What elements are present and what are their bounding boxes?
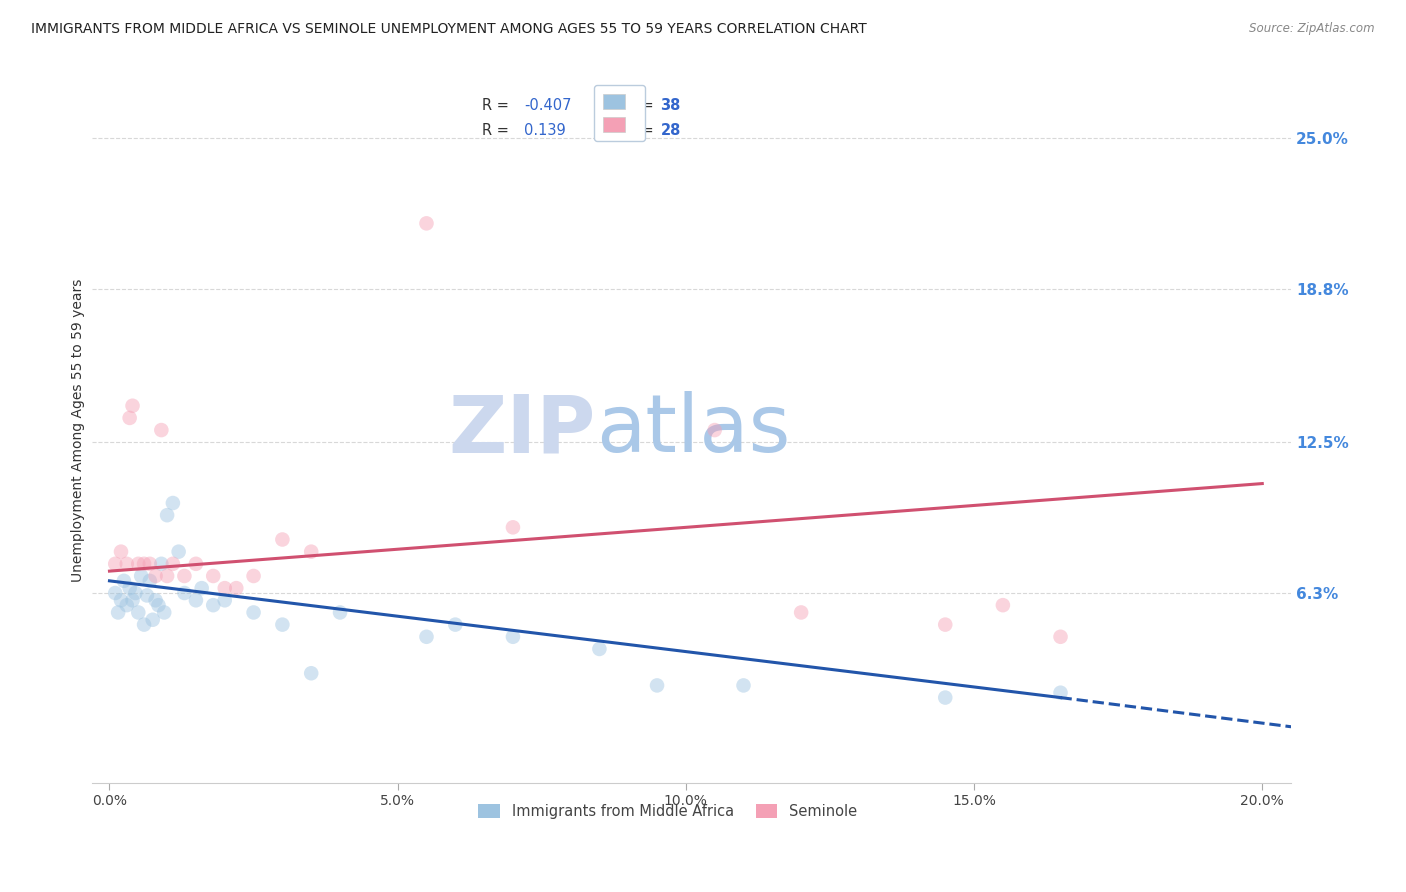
Text: 38: 38 (661, 98, 681, 113)
Point (139, 574, 162, 588)
Point (112, 574, 135, 588)
Text: 28: 28 (661, 123, 681, 138)
Legend: Immigrants from Middle Africa, Seminole: Immigrants from Middle Africa, Seminole (472, 797, 863, 825)
Point (142, 613, 165, 627)
Point (107, 606, 129, 620)
Point (202, 569, 225, 583)
Point (934, 617, 956, 632)
Point (299, 666, 322, 681)
Point (299, 544, 322, 558)
Point (242, 569, 264, 583)
Point (118, 411, 141, 425)
Point (156, 569, 179, 583)
Point (162, 496, 184, 510)
Point (588, 642, 610, 657)
Point (733, 678, 755, 692)
Point (145, 569, 167, 583)
Point (110, 544, 132, 558)
Point (415, 216, 437, 230)
Point (150, 557, 173, 571)
Point (110, 593, 132, 607)
Point (173, 569, 195, 583)
Point (104, 557, 127, 571)
Point (136, 589, 159, 603)
Point (444, 617, 467, 632)
Point (991, 598, 1014, 612)
Text: R =: R = (482, 98, 513, 113)
Point (150, 423, 173, 437)
Point (121, 399, 143, 413)
Point (156, 508, 179, 523)
Point (271, 617, 294, 632)
Point (502, 630, 524, 644)
Point (115, 557, 138, 571)
Point (202, 598, 225, 612)
Point (173, 586, 195, 600)
Text: atlas: atlas (596, 391, 790, 469)
Point (1049, 686, 1071, 700)
Point (145, 593, 167, 607)
Text: ZIP: ZIP (449, 391, 596, 469)
Point (104, 586, 127, 600)
Point (127, 557, 149, 571)
Point (502, 520, 524, 534)
Point (184, 593, 207, 607)
Point (139, 557, 162, 571)
Y-axis label: Unemployment Among Ages 55 to 59 years: Unemployment Among Ages 55 to 59 years (72, 278, 86, 582)
Point (242, 606, 264, 620)
Point (115, 598, 138, 612)
Text: N =: N = (626, 123, 658, 138)
Point (121, 593, 143, 607)
Point (190, 581, 212, 595)
Point (225, 581, 247, 595)
Point (329, 606, 352, 620)
Text: R =: R = (482, 123, 513, 138)
Point (124, 586, 146, 600)
Point (271, 533, 294, 547)
Point (127, 606, 149, 620)
Point (790, 606, 813, 620)
Point (934, 690, 956, 705)
Point (132, 617, 155, 632)
Point (645, 678, 668, 692)
Point (162, 557, 184, 571)
Point (129, 569, 152, 583)
Text: 0.139: 0.139 (524, 123, 565, 138)
Point (153, 606, 176, 620)
Point (132, 557, 155, 571)
Point (703, 423, 725, 437)
Point (148, 598, 170, 612)
Point (1049, 630, 1071, 644)
Point (214, 593, 236, 607)
Point (167, 544, 190, 558)
Text: IMMIGRANTS FROM MIDDLE AFRICA VS SEMINOLE UNEMPLOYMENT AMONG AGES 55 TO 59 YEARS: IMMIGRANTS FROM MIDDLE AFRICA VS SEMINOL… (31, 22, 866, 37)
Point (214, 581, 236, 595)
Point (184, 557, 207, 571)
Text: -0.407: -0.407 (524, 98, 571, 113)
Point (118, 581, 141, 595)
Point (415, 630, 437, 644)
Text: N =: N = (626, 98, 658, 113)
Text: Source: ZipAtlas.com: Source: ZipAtlas.com (1250, 22, 1375, 36)
